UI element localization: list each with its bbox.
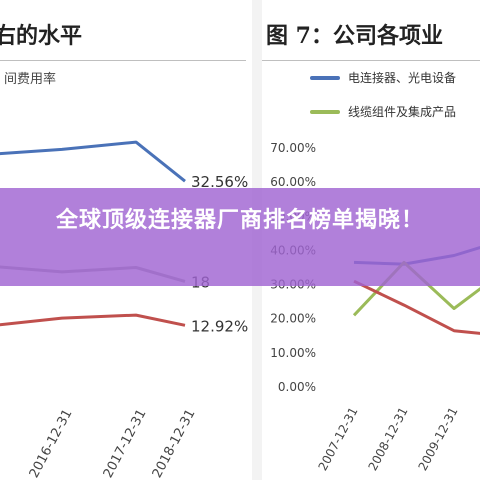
right-title-rule <box>262 60 480 61</box>
data-label: 12.92% <box>191 317 248 335</box>
left-panel-subtitle: 间费用率 <box>4 72 57 87</box>
x-tick-label: 2016-12-31 <box>27 407 76 480</box>
data-label: 32.56% <box>191 173 248 191</box>
x-tick-label: 2008-12-31 <box>366 405 411 473</box>
series-line-0 <box>0 140 186 183</box>
x-tick-label: 2015-12-31 <box>0 407 2 480</box>
series-line-2 <box>0 313 186 327</box>
left-title-rule <box>0 60 246 61</box>
x-tick-label: 2009-12-31 <box>416 405 461 473</box>
headline-banner[interactable]: 全球顶级连接器厂商排名榜单揭晓！ <box>0 188 480 286</box>
right-panel-title: 图 7：公司各项业 <box>266 23 443 49</box>
series-line-2 <box>353 279 480 335</box>
y-tick-label: 70.00% <box>270 141 316 155</box>
x-tick-label: 2007-12-31 <box>316 405 361 473</box>
y-tick-label: 20.00% <box>270 312 316 326</box>
legend-label: 电连接器、光电设备 <box>348 71 457 85</box>
x-tick-label: 2018-12-31 <box>150 407 199 480</box>
legend-swatch-green <box>310 110 340 114</box>
y-tick-label: 10.00% <box>270 346 316 360</box>
legend-swatch-blue <box>310 76 340 80</box>
x-tick-label: 2017-12-31 <box>101 407 150 480</box>
left-panel-title: 右的水平 <box>0 23 83 49</box>
y-tick-label: 60.00% <box>270 175 316 189</box>
banner-headline: 全球顶级连接器厂商排名榜单揭晓！ <box>55 208 424 233</box>
legend-label: 线缆组件及集成产品 <box>348 105 457 119</box>
y-tick-label: 0.00% <box>278 380 316 394</box>
